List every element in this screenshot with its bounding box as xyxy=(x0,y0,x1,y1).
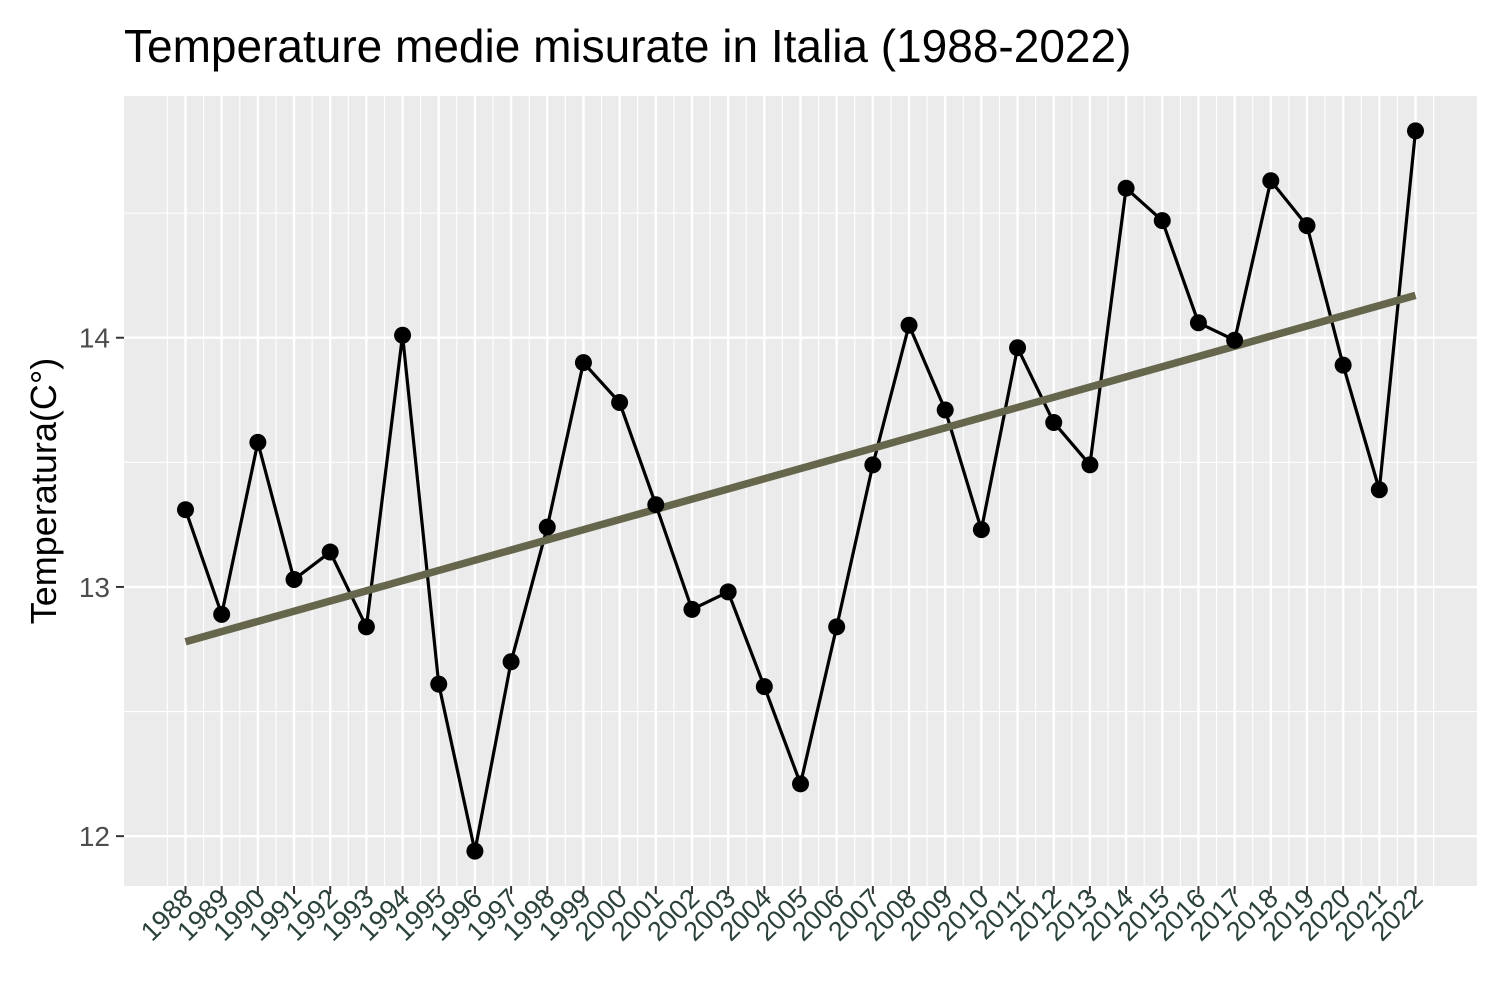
data-point xyxy=(611,394,629,412)
y-tick-label: 13 xyxy=(79,572,110,603)
data-point xyxy=(719,583,737,601)
data-point xyxy=(357,618,375,636)
data-point xyxy=(792,775,809,793)
y-axis-title: Temperatura(C°) xyxy=(23,358,64,624)
data-point xyxy=(864,456,882,474)
data-point xyxy=(1262,172,1280,190)
data-point xyxy=(755,678,773,696)
data-point xyxy=(502,653,520,671)
x-axis-ticks: 1988198919901991199219931994199519961997… xyxy=(135,883,1429,947)
data-point xyxy=(1081,456,1099,474)
data-point xyxy=(1407,122,1424,140)
y-axis-ticks: 12 13 14 xyxy=(79,323,124,852)
data-point xyxy=(1009,339,1027,357)
data-point xyxy=(1117,179,1135,197)
y-tick-label: 12 xyxy=(79,821,110,852)
data-point xyxy=(683,600,701,618)
data-point xyxy=(1370,481,1388,499)
data-point xyxy=(936,401,954,419)
data-points xyxy=(177,122,1424,860)
data-point xyxy=(574,354,592,372)
data-point xyxy=(1226,331,1244,349)
data-point xyxy=(538,518,556,536)
data-point xyxy=(647,496,665,514)
data-point xyxy=(1298,217,1316,235)
chart-title: Temperature medie misurate in Italia (19… xyxy=(124,20,1131,72)
trend-layer xyxy=(184,291,1417,646)
data-point xyxy=(1153,212,1171,230)
data-point xyxy=(321,543,339,561)
data-point xyxy=(1045,413,1063,431)
data-point xyxy=(900,316,918,334)
data-point xyxy=(972,521,990,539)
data-point xyxy=(1334,356,1352,374)
data-point xyxy=(177,501,194,519)
trend-line xyxy=(184,291,1417,646)
data-point xyxy=(1189,314,1207,332)
data-point xyxy=(828,618,846,636)
data-point xyxy=(466,842,484,860)
data-point xyxy=(285,570,303,588)
y-tick-label: 14 xyxy=(79,323,110,354)
data-point xyxy=(249,433,267,451)
grid-lines xyxy=(124,96,1477,886)
data-point xyxy=(430,675,448,693)
data-point xyxy=(213,605,231,623)
data-point xyxy=(394,326,412,344)
